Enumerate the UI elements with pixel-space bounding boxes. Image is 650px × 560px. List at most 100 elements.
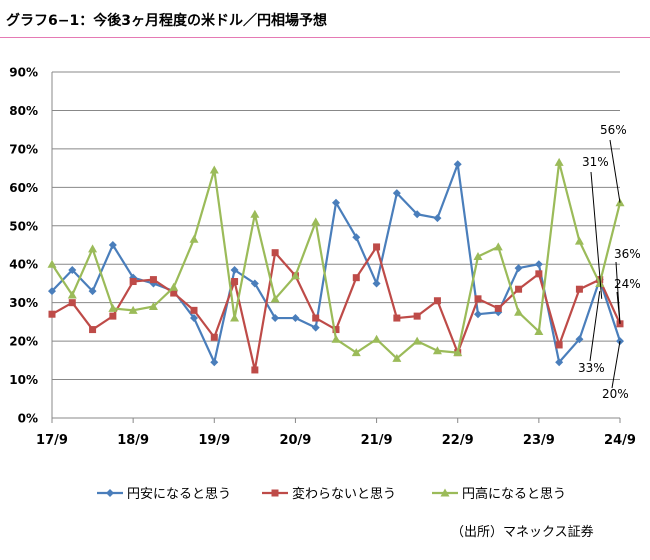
data-point xyxy=(555,341,563,349)
data-point xyxy=(89,326,97,334)
source-note: （出所）マネックス証券 xyxy=(451,525,594,540)
data-point xyxy=(190,306,198,314)
data-point xyxy=(47,259,57,268)
data-point xyxy=(351,348,361,357)
data-point xyxy=(148,302,158,311)
data-point xyxy=(108,303,118,312)
y-tick-label: 80% xyxy=(9,104,38,118)
data-point xyxy=(453,348,463,357)
annotation-leader xyxy=(611,341,621,389)
y-tick-label: 50% xyxy=(9,219,38,233)
chart-title: グラフ6−1：今後3ヶ月程度の米ドル／円相場予想 xyxy=(6,13,327,29)
data-point xyxy=(413,210,422,219)
data-point xyxy=(210,358,219,367)
annotation-label: 33% xyxy=(578,361,605,375)
annotation-leader xyxy=(589,291,601,362)
y-tick-label: 0% xyxy=(18,412,38,426)
data-point xyxy=(433,297,441,305)
annotation-label: 24% xyxy=(614,277,641,291)
data-point xyxy=(270,294,280,303)
data-point xyxy=(251,366,259,374)
annotation-leader xyxy=(609,139,621,203)
data-point xyxy=(291,314,300,323)
data-point xyxy=(372,279,381,288)
annotation-leader xyxy=(590,171,603,299)
data-point xyxy=(493,242,503,251)
data-point xyxy=(392,353,402,362)
x-tick-label: 24/9 xyxy=(604,433,636,448)
data-point xyxy=(535,270,543,278)
annotation-label: 36% xyxy=(614,247,641,261)
y-tick-label: 70% xyxy=(9,142,38,156)
legend-marker xyxy=(271,489,279,497)
data-point xyxy=(595,278,605,287)
data-point xyxy=(575,285,583,293)
data-point xyxy=(311,323,320,332)
x-tick-label: 19/9 xyxy=(198,433,230,448)
x-tick-label: 21/9 xyxy=(361,433,393,448)
data-point xyxy=(331,334,341,343)
y-tick-label: 60% xyxy=(9,181,38,195)
data-point xyxy=(332,326,340,334)
data-point xyxy=(433,214,442,223)
y-tick-label: 10% xyxy=(9,373,38,387)
data-point xyxy=(290,271,300,280)
legend-label: 円高になると思う xyxy=(462,486,566,502)
data-point xyxy=(128,305,138,314)
x-tick-label: 20/9 xyxy=(279,433,311,448)
data-point xyxy=(189,234,199,243)
data-point xyxy=(271,314,280,323)
data-point xyxy=(392,189,401,198)
data-point xyxy=(230,265,239,274)
data-point xyxy=(393,314,401,322)
data-point xyxy=(230,313,240,322)
annotation-label: 20% xyxy=(602,387,629,401)
data-point xyxy=(209,165,219,174)
data-point xyxy=(555,358,564,367)
x-tick-label: 18/9 xyxy=(117,433,149,448)
data-point xyxy=(88,287,97,296)
data-point xyxy=(412,336,422,345)
data-point xyxy=(534,260,543,269)
data-point xyxy=(575,335,584,344)
y-tick-label: 20% xyxy=(9,335,38,349)
data-point xyxy=(68,299,76,307)
data-point xyxy=(474,295,482,303)
x-tick-label: 17/9 xyxy=(36,433,68,448)
title-underline xyxy=(0,37,650,38)
data-point xyxy=(373,243,381,251)
y-tick-label: 90% xyxy=(9,66,38,80)
data-point xyxy=(149,276,157,284)
data-point xyxy=(352,233,361,242)
data-point xyxy=(67,290,77,299)
data-point xyxy=(474,310,482,319)
y-tick-label: 30% xyxy=(9,296,38,310)
data-point xyxy=(312,314,320,322)
data-point xyxy=(48,310,56,318)
data-point xyxy=(311,217,321,226)
data-point xyxy=(109,312,117,320)
legend-marker xyxy=(440,488,450,497)
data-point xyxy=(332,198,340,207)
legend-label: 円安になると思う xyxy=(127,487,231,502)
data-point xyxy=(494,304,502,312)
data-point xyxy=(453,160,462,169)
data-point xyxy=(432,346,442,355)
annotation-leader xyxy=(616,291,621,324)
data-point xyxy=(88,244,98,253)
legend-marker xyxy=(106,489,114,497)
legend-label: 変わらないと思う xyxy=(292,486,396,502)
data-point xyxy=(515,285,523,293)
annotation-label: 31% xyxy=(582,155,609,169)
data-point xyxy=(210,333,218,341)
data-point xyxy=(250,279,259,288)
x-tick-label: 22/9 xyxy=(442,433,474,448)
data-point xyxy=(534,327,544,335)
y-tick-label: 40% xyxy=(9,258,38,272)
data-point xyxy=(473,252,483,261)
data-point xyxy=(413,312,421,320)
data-point xyxy=(372,334,382,343)
x-tick-label: 23/9 xyxy=(523,433,555,448)
data-point xyxy=(129,278,137,286)
